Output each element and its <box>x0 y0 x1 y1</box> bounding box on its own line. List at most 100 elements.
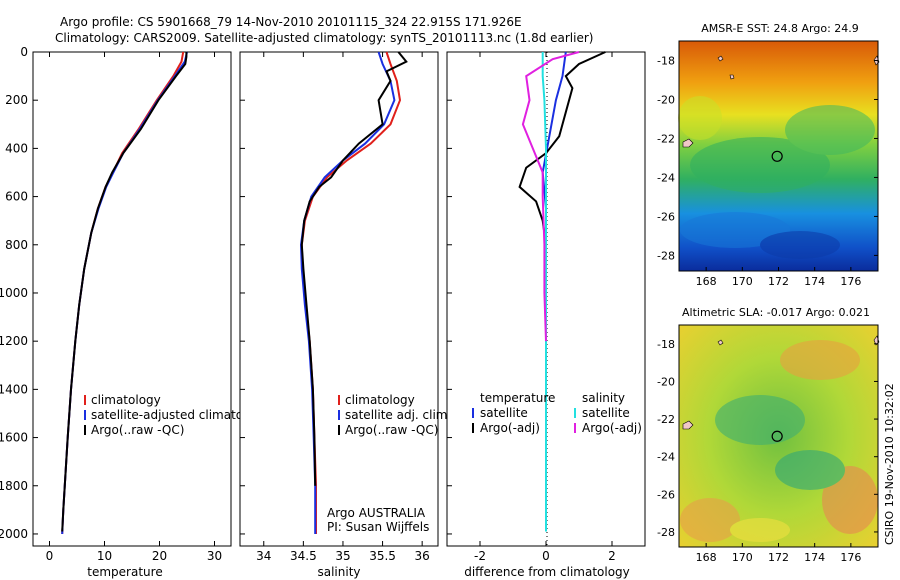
legend-swatch-climatology <box>84 395 86 405</box>
salinity-axes-frame <box>239 51 439 547</box>
y-tick-label: -18 <box>657 338 675 351</box>
sst-map-panel: AMSR-E SST: 24.8 Argo: 24.9 168 170 172 174… <box>657 22 880 288</box>
sst-map-title: AMSR-E SST: 24.8 Argo: 24.9 <box>701 22 859 35</box>
legend-swatch-temp-satellite <box>472 408 474 418</box>
y-tick-label: 800 <box>5 238 28 252</box>
y-tick-label: 1400 <box>0 382 28 396</box>
y-tick-label: -22 <box>657 413 675 426</box>
x-tick-label: 35.5 <box>369 549 396 563</box>
annotation-pi: PI: Susan Wijffels <box>327 520 429 534</box>
argo-location-marker <box>771 150 783 162</box>
x-tick-label: 2 <box>608 549 616 563</box>
legend-label-temp-argo: Argo(-adj) <box>480 421 540 435</box>
legend-label-temp-satellite: satellite <box>480 406 528 420</box>
y-tick-label: 1600 <box>0 431 28 445</box>
legend-swatch-climatology <box>338 395 340 405</box>
x-tick-label: 176 <box>840 275 861 288</box>
timestamp-stamp: CSIRO 19-Nov-2010 10:32:02 <box>883 383 896 545</box>
legend-label-argo: Argo(..raw -QC) <box>345 423 438 437</box>
salinity-legend: climatology satellite adj. clim. Argo(..… <box>338 393 451 437</box>
island-icon <box>717 55 724 62</box>
y-tick-label: -22 <box>657 132 675 145</box>
x-tick-label: 36 <box>415 549 430 563</box>
temperature-panel: 0 10 20 30 0 200 400 600 800 1000 1200 1400 1600 1800… <box>0 45 269 579</box>
y-tick-label: 400 <box>5 141 28 155</box>
legend-label-climatology: climatology <box>91 393 161 407</box>
series-line-salinity-argo-adj- <box>521 51 580 342</box>
y-tick-label: -18 <box>657 54 675 67</box>
x-tick-label: 10 <box>97 549 112 563</box>
island-icon <box>682 138 694 148</box>
x-tick-label: 170 <box>732 551 753 564</box>
island-icon <box>729 74 735 80</box>
legend-swatch-temp-argo <box>472 423 474 433</box>
series-line-argo-raw-qc- <box>61 52 188 532</box>
legend-label-climatology: climatology <box>345 393 415 407</box>
y-tick-label: -26 <box>657 210 675 223</box>
legend-group-temperature: temperature <box>480 391 555 405</box>
legend-label-argo: Argo(..raw -QC) <box>91 423 184 437</box>
legend-label-satellite: satellite-adjusted climatology <box>91 408 269 422</box>
x-tick-label: -2 <box>474 549 486 563</box>
x-tick-label: 168 <box>696 551 717 564</box>
series-line-argo-raw-qc- <box>300 51 408 486</box>
legend-label-sal-argo: Argo(-adj) <box>582 421 642 435</box>
x-tick-label: 176 <box>840 551 861 564</box>
x-tick-label: 172 <box>768 551 789 564</box>
x-tick-label: 170 <box>732 275 753 288</box>
legend-swatch-argo <box>84 425 86 435</box>
y-tick-label: -26 <box>657 488 675 501</box>
y-tick-label: 2000 <box>0 527 28 541</box>
x-tick-label: 174 <box>804 275 825 288</box>
x-tick-label: 34 <box>256 549 271 563</box>
sla-texture <box>680 340 878 542</box>
y-tick-label: 200 <box>5 93 28 107</box>
y-tick-label: 1200 <box>0 334 28 348</box>
y-tick-label: -24 <box>657 451 675 464</box>
legend-label-sal-satellite: satellite <box>582 406 630 420</box>
x-tick-label: 30 <box>207 549 222 563</box>
x-tick-label: 20 <box>152 549 167 563</box>
legend-swatch-satellite <box>338 410 340 420</box>
legend-swatch-sal-argo <box>574 423 576 433</box>
y-tick-label: -28 <box>657 526 675 539</box>
x-tick-label: 0 <box>46 549 54 563</box>
difference-panel: -2 0 2 difference from climatology tempera… <box>446 51 646 579</box>
y-tick-label: -28 <box>657 249 675 262</box>
legend-swatch-sal-satellite <box>574 408 576 418</box>
y-tick-label: 600 <box>5 190 28 204</box>
y-tick-label: 0 <box>20 45 28 59</box>
x-tick-label: 0 <box>542 549 550 563</box>
figure-title-line2: Climatology: CARS2009. Satellite-adjuste… <box>55 31 593 45</box>
x-tick-label: 35 <box>335 549 350 563</box>
y-tick-label: -24 <box>657 171 675 184</box>
legend-label-satellite: satellite adj. clim. <box>345 408 451 422</box>
difference-legend: temperature satellite Argo(-adj) salinit… <box>472 391 642 435</box>
y-tick-label: 1000 <box>0 286 28 300</box>
sla-map-panel: Altimetric SLA: -0.017 Argo: 0.021 168 17… <box>657 306 880 564</box>
x-tick-label: 172 <box>768 275 789 288</box>
salinity-xlabel: salinity <box>317 565 360 579</box>
argo-location-marker <box>771 430 783 442</box>
salinity-panel: 34 34.5 35 35.5 36 salinity climatology sate… <box>239 51 451 579</box>
y-tick-label: 1800 <box>0 479 28 493</box>
annotation-argo-australia: Argo AUSTRALIA <box>327 506 426 520</box>
temperature-axes-frame <box>32 51 232 547</box>
temperature-legend: climatology satellite-adjusted climatolo… <box>84 393 269 437</box>
x-tick-label: 34.5 <box>290 549 317 563</box>
y-tick-label: -20 <box>657 93 675 106</box>
sst-texture <box>678 96 875 259</box>
x-tick-label: 168 <box>696 275 717 288</box>
difference-xlabel: difference from climatology <box>464 565 630 579</box>
series-line-salinity-satellite <box>541 52 547 532</box>
legend-swatch-argo <box>338 425 340 435</box>
legend-swatch-satellite <box>84 410 86 420</box>
y-tick-label: -20 <box>657 375 675 388</box>
island-icon <box>682 420 694 430</box>
figure-title-line1: Argo profile: CS 5901668_79 14-Nov-2010 … <box>60 15 522 29</box>
sla-map-title: Altimetric SLA: -0.017 Argo: 0.021 <box>682 306 870 319</box>
island-icon <box>717 339 724 346</box>
temperature-xlabel: temperature <box>87 565 162 579</box>
x-tick-label: 174 <box>804 551 825 564</box>
